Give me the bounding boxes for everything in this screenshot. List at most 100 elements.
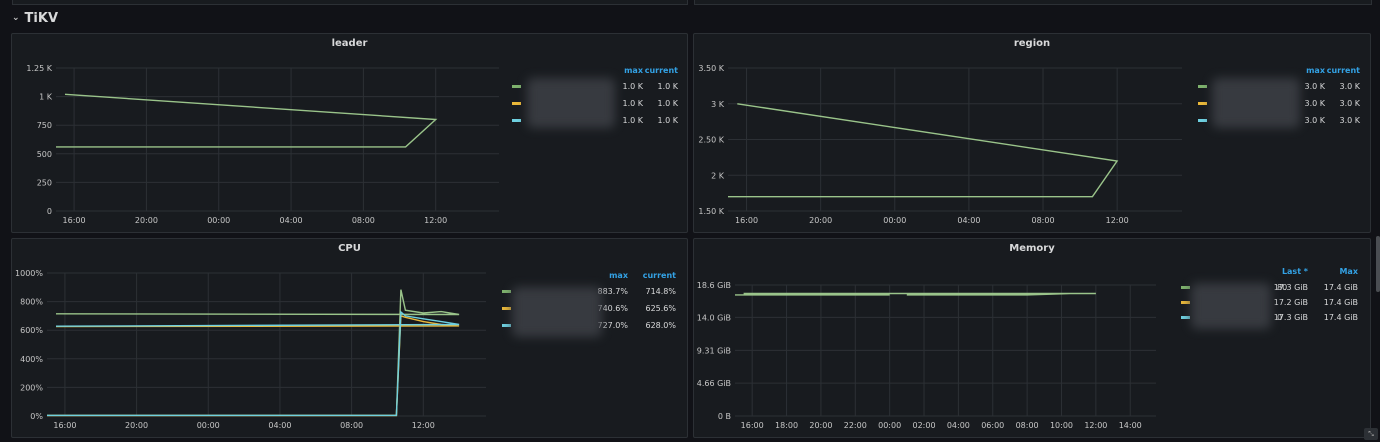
panel-cpu[interactable]: CPU 0% 200% 400% 600% 800% 1000% 16:00 20:00 00:… bbox=[11, 238, 688, 438]
y-tick-label: 0 B bbox=[718, 412, 731, 421]
y-tick-label: 750 bbox=[37, 121, 52, 130]
x-tick-label: 00:00 bbox=[883, 216, 906, 225]
y-tick-label: 600% bbox=[20, 326, 43, 335]
legend-value: 625.6% bbox=[645, 304, 676, 313]
legend-swatch[interactable] bbox=[1181, 301, 1190, 304]
y-tick-label: 1.25 K bbox=[26, 64, 52, 73]
panel-title[interactable]: leader bbox=[331, 38, 368, 49]
legend-swatch[interactable] bbox=[502, 307, 511, 310]
panel-memory[interactable]: Memory 0 B 4.66 GiB 9.31 GiB 14.0 GiB 18.6 G… bbox=[693, 238, 1371, 438]
legend-value: 3.0 K bbox=[1339, 99, 1360, 108]
legend-swatch[interactable] bbox=[512, 85, 521, 88]
y-tick-label: 200% bbox=[20, 383, 43, 392]
legend-value: 1.0 K bbox=[657, 82, 678, 91]
region-chart: 1.50 K 2 K 2.50 K 3 K 3.50 K 16:00 20:00 00:00 0… bbox=[698, 64, 1360, 225]
legend-header[interactable]: current bbox=[643, 271, 676, 280]
y-tick-label: 250 bbox=[37, 178, 52, 187]
x-tick-label: 04:00 bbox=[280, 216, 303, 225]
legend-header[interactable]: current bbox=[645, 66, 678, 75]
x-tick-label: 04:00 bbox=[268, 421, 291, 430]
legend-value: 628.0% bbox=[645, 321, 676, 330]
legend-value: 883.7% bbox=[597, 287, 628, 296]
legend-series-names-redacted bbox=[1191, 283, 1271, 329]
y-tick-label: 9.31 GiB bbox=[697, 346, 731, 355]
y-tick-label: 400% bbox=[20, 355, 43, 364]
x-tick-label: 00:00 bbox=[207, 216, 230, 225]
legend-value: 1.0 K bbox=[622, 82, 643, 91]
y-tick-label: 14.0 GiB bbox=[697, 313, 731, 322]
legend-name-fragment: 80 bbox=[1277, 283, 1287, 292]
x-tick-label: 16:00 bbox=[63, 216, 86, 225]
legend-value: 1.0 K bbox=[657, 99, 678, 108]
y-tick-label: 4.66 GiB bbox=[697, 379, 731, 388]
legend-swatch[interactable] bbox=[512, 102, 521, 105]
x-tick-label: 16:00 bbox=[741, 421, 764, 430]
series-line bbox=[56, 93, 438, 148]
legend-value: 1.0 K bbox=[657, 116, 678, 125]
page-scrollbar[interactable] bbox=[1376, 236, 1380, 292]
legend-value: 740.6% bbox=[597, 304, 628, 313]
x-tick-label: 12:00 bbox=[412, 421, 435, 430]
series-line bbox=[735, 292, 1096, 296]
panel-title[interactable]: Memory bbox=[1009, 243, 1055, 254]
legend-value: 17.3 GiB bbox=[1274, 283, 1308, 292]
legend-swatch[interactable] bbox=[1198, 102, 1207, 105]
legend-value: 3.0 K bbox=[1304, 99, 1325, 108]
resize-corner-icon[interactable]: ⤡ bbox=[1364, 428, 1378, 440]
legend-swatch[interactable] bbox=[512, 119, 521, 122]
legend-swatch[interactable] bbox=[502, 290, 511, 293]
legend-swatch[interactable] bbox=[502, 324, 511, 327]
legend-value: 17.4 GiB bbox=[1324, 298, 1358, 307]
legend-header[interactable]: Last * bbox=[1282, 267, 1309, 276]
x-tick-label: 20:00 bbox=[809, 421, 832, 430]
legend-header[interactable]: current bbox=[1327, 66, 1360, 75]
legend-swatch[interactable] bbox=[1198, 85, 1207, 88]
x-tick-label: 06:00 bbox=[981, 421, 1004, 430]
chevron-down-icon[interactable]: ⌄ bbox=[12, 13, 20, 23]
x-tick-label: 18:00 bbox=[775, 421, 798, 430]
x-tick-label: 16:00 bbox=[735, 216, 758, 225]
x-tick-label: 04:00 bbox=[957, 216, 980, 225]
legend-value: 17.4 GiB bbox=[1324, 283, 1358, 292]
legend-value: 3.0 K bbox=[1339, 82, 1360, 91]
top-panel-edge-left bbox=[12, 0, 688, 5]
legend-series-names-redacted bbox=[1212, 78, 1300, 128]
legend-value: 3.0 K bbox=[1304, 116, 1325, 125]
y-tick-label: 0% bbox=[30, 412, 43, 421]
legend-value: 17.4 GiB bbox=[1324, 313, 1358, 322]
panel-title[interactable]: region bbox=[1013, 38, 1051, 49]
series-line bbox=[728, 103, 1119, 198]
x-tick-label: 20:00 bbox=[809, 216, 832, 225]
x-tick-label: 12:00 bbox=[1084, 421, 1107, 430]
x-tick-label: 16:00 bbox=[53, 421, 76, 430]
x-tick-label: 02:00 bbox=[912, 421, 935, 430]
legend-header[interactable]: max bbox=[609, 271, 629, 280]
y-tick-label: 0 bbox=[47, 207, 52, 216]
legend-swatch[interactable] bbox=[1198, 119, 1207, 122]
panel-title[interactable]: CPU bbox=[338, 243, 361, 254]
y-tick-label: 1 K bbox=[39, 93, 53, 102]
y-tick-label: 1.50 K bbox=[698, 207, 724, 216]
legend-header[interactable]: max bbox=[1306, 66, 1326, 75]
cpu-chart: 0% 200% 400% 600% 800% 1000% 16:00 20:00 00:00 04… bbox=[15, 269, 676, 430]
row-title: TiKV bbox=[24, 10, 59, 26]
memory-chart: 0 B 4.66 GiB 9.31 GiB 14.0 GiB 18.6 GiB 16:00… bbox=[697, 267, 1359, 430]
x-tick-label: 08:00 bbox=[1016, 421, 1039, 430]
panel-leader[interactable]: leader 0 250 500 750 1 K 1.25 K 16:00 20:00 00:0… bbox=[11, 33, 688, 233]
legend-name-fragment: 0 bbox=[1277, 313, 1282, 322]
x-tick-label: 08:00 bbox=[1031, 216, 1054, 225]
legend-header[interactable]: max bbox=[624, 66, 644, 75]
legend-value: 17.3 GiB bbox=[1274, 313, 1308, 322]
leader-chart: 0 250 500 750 1 K 1.25 K 16:00 20:00 00:00 04:00 0… bbox=[26, 64, 678, 225]
legend-value: 3.0 K bbox=[1339, 116, 1360, 125]
legend-swatch[interactable] bbox=[1181, 286, 1190, 289]
legend-swatch[interactable] bbox=[1181, 316, 1190, 319]
legend-header[interactable]: Max bbox=[1339, 267, 1358, 276]
x-tick-label: 08:00 bbox=[340, 421, 363, 430]
y-tick-label: 800% bbox=[20, 298, 43, 307]
panel-region[interactable]: region 1.50 K 2 K 2.50 K 3 K 3.50 K 16:00 20:0… bbox=[693, 33, 1371, 233]
x-tick-label: 12:00 bbox=[424, 216, 447, 225]
series-line bbox=[47, 310, 460, 417]
row-header-tikv[interactable]: ⌄ TiKV bbox=[12, 8, 58, 28]
x-tick-label: 20:00 bbox=[135, 216, 158, 225]
